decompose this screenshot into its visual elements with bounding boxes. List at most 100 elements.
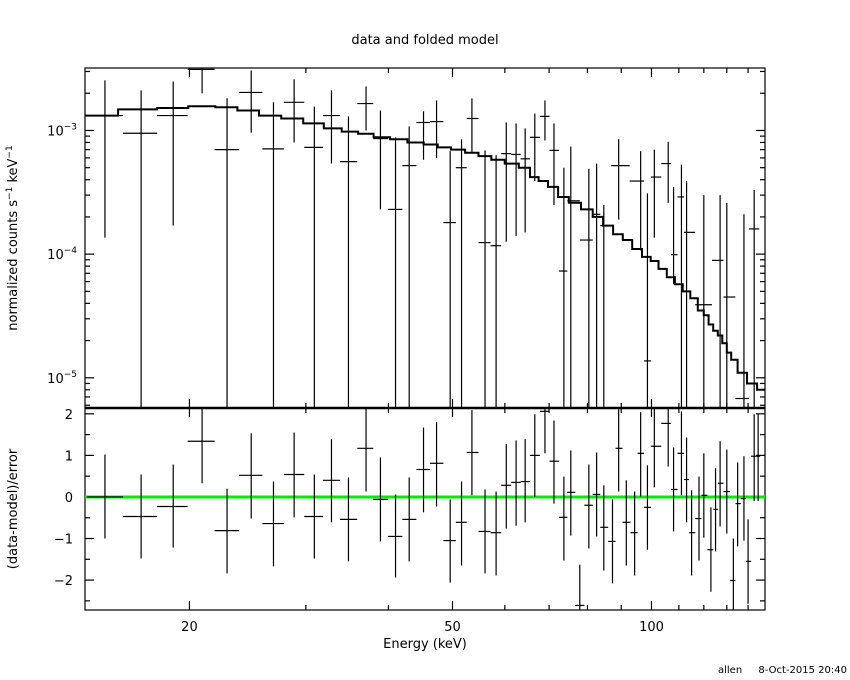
residual-point (567, 450, 576, 536)
data-panel: 10−3 10−4 10−5 normalized counts s−1 keV−1 (5, 67, 766, 409)
top-axes-frame (84, 67, 766, 409)
data-point (187, 68, 215, 94)
data-points (86, 68, 760, 408)
data-point (684, 181, 696, 408)
residual-point (584, 464, 593, 549)
data-point (735, 214, 750, 408)
x-axis-label: Energy (keV) (383, 637, 467, 652)
residual-point (637, 412, 645, 497)
data-point (600, 204, 612, 408)
residual-point (357, 408, 374, 492)
data-point (490, 155, 502, 408)
residual-point (650, 408, 662, 488)
residual-point (501, 444, 512, 529)
data-point (511, 123, 521, 237)
x-tick-label: 50 (444, 620, 461, 635)
bottom-axes-frame (84, 407, 766, 611)
data-point (339, 116, 358, 408)
residual-point (684, 437, 690, 523)
y-tick-label: 2 (65, 408, 73, 423)
residual-point (157, 464, 188, 548)
data-point (416, 111, 431, 160)
residual-point (689, 490, 696, 576)
y-tick-label: −1 (54, 533, 73, 548)
residual-point (630, 491, 638, 576)
x-tick-label: 100 (639, 620, 664, 635)
data-point (661, 141, 671, 203)
data-point (430, 100, 444, 158)
x-tick-label: 20 (181, 620, 198, 635)
data-point (749, 190, 760, 408)
data-point (373, 110, 388, 210)
residual-point (707, 507, 714, 592)
residual-point (730, 538, 736, 610)
bottom-axis-ticks (85, 408, 765, 610)
residual-point (214, 488, 240, 574)
data-point (123, 90, 158, 408)
top-y-axis-label: normalized counts s−1 keV−1 (5, 145, 21, 330)
residual-point (520, 439, 530, 523)
residual-point (735, 462, 741, 547)
residual-point (723, 449, 731, 534)
data-point (539, 100, 550, 141)
residual-point (387, 494, 403, 578)
residual-point (123, 474, 158, 559)
x-tick-labels: 20 50 100 (181, 620, 664, 635)
residual-point (756, 413, 761, 502)
residual-point (430, 422, 444, 507)
residual-point (549, 420, 559, 504)
residual-point (416, 427, 431, 513)
data-point (592, 163, 601, 408)
residual-point (746, 519, 752, 604)
data-point (723, 202, 736, 408)
y-tick-label: 10−3 (47, 122, 77, 139)
data-point (558, 167, 568, 408)
data-point (214, 98, 240, 408)
residual-point (592, 452, 601, 537)
residual-point (402, 477, 417, 562)
residual-point (283, 432, 305, 518)
footer-timestamp: 8-Oct-2015 20:40 (758, 665, 847, 676)
bottom-y-tick-labels: 2 1 0 −1 −2 (54, 408, 73, 589)
data-point (711, 195, 724, 408)
residual-point (239, 433, 263, 519)
data-point (86, 80, 124, 238)
data-point (611, 139, 630, 220)
residual-panel: 2 1 0 −1 −2 20 50 100 (data-model)/error Energ… (6, 406, 766, 652)
residual-point (511, 440, 521, 526)
data-point (304, 106, 323, 408)
data-point (478, 150, 491, 408)
residual-point (751, 414, 757, 502)
data-point (529, 113, 540, 182)
residual-point (322, 439, 340, 523)
residual-point (615, 409, 623, 492)
y-tick-label: 0 (65, 491, 73, 506)
model-step-line (85, 105, 765, 391)
residual-point (373, 457, 388, 542)
data-point (549, 123, 559, 205)
residual-point (622, 480, 631, 566)
data-point (239, 70, 263, 133)
data-point (501, 122, 512, 242)
residual-point (695, 476, 702, 561)
residual-point (608, 499, 616, 584)
y-tick-label: −2 (54, 574, 73, 589)
folded-model (85, 105, 765, 391)
top-y-tick-labels: 10−3 10−4 10−5 (47, 122, 77, 386)
data-point (567, 146, 580, 408)
data-point (629, 151, 645, 251)
residual-point (670, 447, 678, 532)
top-axis-ticks (85, 68, 765, 408)
residual-point (558, 476, 568, 561)
data-point (670, 186, 678, 285)
data-point (387, 137, 403, 408)
data-point (157, 81, 188, 226)
data-point (466, 98, 479, 154)
data-point (262, 102, 284, 408)
residual-point (262, 481, 284, 567)
residual-point (701, 453, 708, 538)
residual-point (539, 408, 550, 454)
data-point (283, 79, 305, 143)
residual-point (478, 489, 491, 574)
residual-point (187, 408, 215, 484)
